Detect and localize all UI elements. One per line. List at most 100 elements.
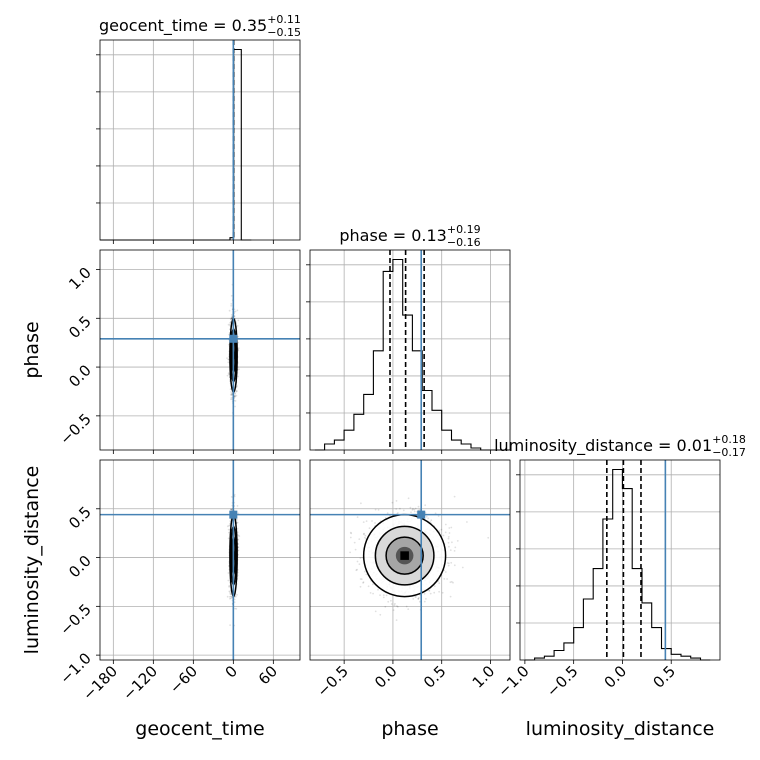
scatter-point bbox=[226, 525, 229, 528]
scatter-point bbox=[407, 497, 410, 500]
scatter-point bbox=[356, 568, 358, 571]
scatter-point bbox=[447, 537, 450, 540]
scatter-point bbox=[453, 550, 456, 552]
scatter-point bbox=[433, 591, 436, 594]
scatter-point bbox=[437, 515, 440, 517]
scatter-point bbox=[447, 536, 450, 538]
scatter-point bbox=[227, 528, 230, 531]
scatter-point bbox=[229, 318, 232, 320]
scatter-point bbox=[412, 507, 414, 510]
scatter-point bbox=[234, 310, 237, 313]
scatter-point bbox=[229, 388, 232, 390]
y-tick-label: 0.5 bbox=[65, 503, 95, 533]
scatter-point bbox=[230, 314, 233, 316]
scatter-point bbox=[234, 392, 236, 394]
panel-frame-phase bbox=[309, 249, 511, 451]
y-tick-label: 0.5 bbox=[65, 312, 95, 342]
scatter-point bbox=[233, 395, 236, 398]
scatter-point bbox=[430, 519, 433, 522]
scatter-point bbox=[230, 508, 233, 511]
scatter-point bbox=[236, 594, 238, 596]
scatter-point bbox=[424, 504, 427, 507]
scatter-point bbox=[438, 590, 440, 593]
scatter-point bbox=[233, 598, 236, 601]
scatter-point bbox=[227, 372, 230, 374]
scatter-point bbox=[226, 595, 229, 598]
panel-frame-luminosity-distance bbox=[519, 459, 721, 661]
scatter-point bbox=[227, 572, 230, 574]
scatter-point bbox=[230, 496, 233, 498]
scatter-point bbox=[446, 562, 449, 564]
scatter-point bbox=[233, 495, 236, 498]
scatter-point bbox=[394, 602, 396, 605]
panel-frame-geocent-time-vs-luminosity-distance bbox=[99, 459, 301, 661]
scatter-point bbox=[362, 582, 364, 584]
scatter-point bbox=[399, 507, 401, 510]
title-plus: +0.18 bbox=[712, 433, 746, 446]
scatter-point bbox=[396, 605, 399, 608]
panel-title-phase: phase = 0.13+0.19 −0.16 bbox=[339, 223, 480, 249]
scatter-point bbox=[442, 534, 445, 537]
scatter-point bbox=[229, 597, 231, 600]
scatter-point bbox=[349, 531, 352, 534]
scatter-point bbox=[397, 512, 399, 514]
truth-marker bbox=[229, 510, 238, 519]
scatter-point bbox=[414, 595, 417, 598]
truth-marker bbox=[229, 334, 238, 343]
scatter-point bbox=[382, 594, 385, 596]
scatter-point bbox=[228, 373, 230, 376]
scatter-point bbox=[390, 603, 393, 605]
scatter-point bbox=[228, 309, 231, 312]
scatter-point bbox=[453, 495, 456, 498]
y-axis-label-luminosity-distance: luminosity_distance bbox=[21, 466, 43, 655]
scatter-point bbox=[363, 570, 366, 573]
scatter-point bbox=[234, 395, 236, 397]
scatter-point bbox=[356, 516, 359, 518]
scatter-point bbox=[228, 531, 230, 534]
scatter-point bbox=[237, 549, 240, 552]
contour-line bbox=[385, 536, 424, 575]
x-tick-label: 0 bbox=[222, 662, 241, 681]
scatter-point bbox=[237, 335, 240, 338]
title-text: phase = 0.13 bbox=[339, 226, 446, 245]
scatter-point bbox=[228, 585, 231, 588]
scatter-point bbox=[450, 580, 453, 583]
scatter-point bbox=[236, 390, 238, 392]
contour-line bbox=[374, 525, 435, 586]
scatter-point bbox=[235, 394, 238, 397]
scatter-point bbox=[236, 309, 239, 312]
scatter-point bbox=[379, 594, 381, 596]
x-tick-label: 60 bbox=[255, 662, 281, 688]
scatter-point bbox=[349, 551, 351, 554]
scatter-point bbox=[229, 591, 232, 594]
scatter-point bbox=[237, 319, 240, 322]
scatter-point bbox=[360, 578, 363, 580]
scatter-point bbox=[229, 595, 231, 598]
scatter-point bbox=[230, 318, 233, 321]
scatter-point bbox=[230, 398, 232, 401]
scatter-point bbox=[374, 508, 377, 511]
histogram-phase bbox=[314, 258, 510, 451]
scatter-point bbox=[230, 392, 233, 395]
scatter-point bbox=[413, 508, 416, 511]
scatter-point bbox=[395, 500, 398, 502]
scatter-point bbox=[234, 405, 236, 408]
scatter-point bbox=[372, 583, 374, 586]
scatter-point bbox=[374, 522, 376, 524]
scatter-point bbox=[448, 562, 450, 565]
scatter-point bbox=[230, 508, 233, 511]
y-tick-label: −0.5 bbox=[56, 600, 94, 638]
scatter-point bbox=[233, 396, 236, 399]
title-text: geocent_time = 0.35 bbox=[99, 16, 267, 36]
scatter-point bbox=[230, 593, 232, 596]
scatter-point bbox=[453, 564, 456, 567]
scatter-point bbox=[230, 508, 233, 511]
scatter-point bbox=[235, 390, 237, 392]
scatter-point bbox=[235, 390, 238, 393]
scatter-point bbox=[433, 585, 436, 587]
scatter-point bbox=[227, 537, 230, 540]
scatter-point bbox=[231, 394, 233, 396]
scatter-point bbox=[230, 595, 232, 598]
scatter-point bbox=[390, 599, 392, 602]
scatter-point bbox=[395, 508, 398, 510]
